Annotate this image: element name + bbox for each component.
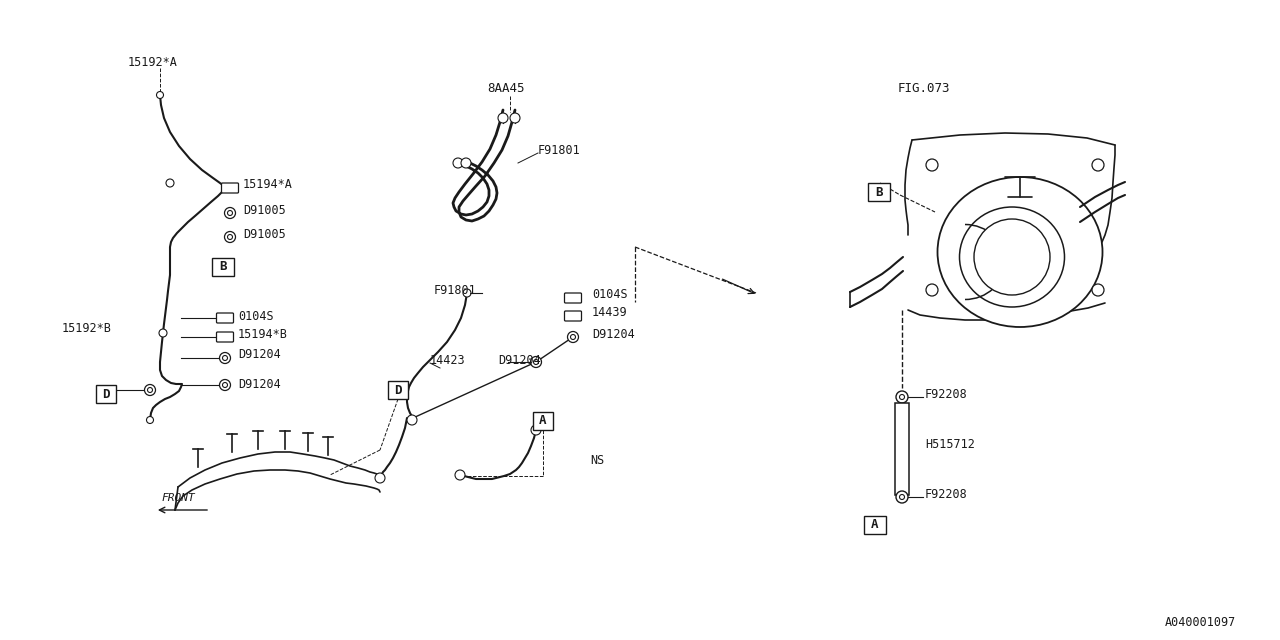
Text: NS: NS: [590, 454, 604, 467]
Circle shape: [159, 329, 166, 337]
Text: H515712: H515712: [925, 438, 975, 451]
Text: 0104S: 0104S: [238, 310, 274, 323]
Text: F91801: F91801: [434, 284, 476, 296]
Circle shape: [461, 158, 471, 168]
FancyBboxPatch shape: [216, 313, 233, 323]
Circle shape: [896, 391, 908, 403]
Circle shape: [530, 356, 541, 367]
FancyBboxPatch shape: [564, 311, 581, 321]
Text: D91204: D91204: [238, 349, 280, 362]
Bar: [895, 403, 909, 495]
Ellipse shape: [960, 207, 1065, 307]
Circle shape: [1092, 159, 1103, 171]
Circle shape: [567, 332, 579, 342]
Text: D: D: [102, 387, 110, 401]
Text: D91005: D91005: [243, 227, 285, 241]
Text: B: B: [219, 260, 227, 273]
Text: 15192*B: 15192*B: [61, 321, 111, 335]
Circle shape: [498, 113, 508, 123]
Text: D: D: [394, 383, 402, 397]
Circle shape: [375, 473, 385, 483]
Circle shape: [534, 360, 539, 365]
Text: 15194*B: 15194*B: [238, 328, 288, 342]
Circle shape: [900, 495, 905, 499]
Bar: [96, 385, 116, 403]
Bar: [864, 516, 886, 534]
Bar: [388, 381, 408, 399]
Circle shape: [1092, 284, 1103, 296]
Circle shape: [463, 289, 471, 297]
Circle shape: [453, 158, 463, 168]
Text: 8AA45: 8AA45: [486, 83, 525, 95]
Text: F92208: F92208: [925, 387, 968, 401]
Circle shape: [407, 415, 417, 425]
Text: F92208: F92208: [925, 488, 968, 500]
Circle shape: [974, 219, 1050, 295]
Text: D91005: D91005: [243, 204, 285, 216]
Text: FRONT: FRONT: [163, 493, 196, 503]
Circle shape: [531, 425, 541, 435]
Circle shape: [147, 387, 152, 392]
Text: A: A: [539, 415, 547, 428]
FancyBboxPatch shape: [564, 293, 581, 303]
Text: 14439: 14439: [591, 307, 627, 319]
Text: D91204: D91204: [591, 328, 635, 340]
Text: 14423: 14423: [430, 353, 466, 367]
Circle shape: [219, 380, 230, 390]
Circle shape: [509, 113, 520, 123]
Circle shape: [145, 385, 155, 396]
Text: 15194*A: 15194*A: [243, 179, 293, 191]
Circle shape: [454, 470, 465, 480]
Bar: [532, 412, 553, 430]
Text: F91801: F91801: [538, 143, 581, 157]
Text: 0104S: 0104S: [591, 289, 627, 301]
Circle shape: [228, 234, 233, 239]
Circle shape: [146, 417, 154, 424]
Text: FIG.073: FIG.073: [899, 81, 951, 95]
Circle shape: [219, 353, 230, 364]
Circle shape: [224, 207, 236, 218]
Bar: [212, 258, 234, 276]
Circle shape: [223, 355, 228, 360]
Text: A: A: [872, 518, 879, 531]
Ellipse shape: [937, 177, 1102, 327]
Bar: [868, 183, 890, 201]
Text: B: B: [876, 186, 883, 198]
Circle shape: [925, 159, 938, 171]
Circle shape: [223, 383, 228, 387]
Text: 15192*A: 15192*A: [128, 56, 178, 68]
FancyBboxPatch shape: [221, 183, 238, 193]
Circle shape: [228, 211, 233, 216]
Circle shape: [896, 491, 908, 503]
Circle shape: [925, 284, 938, 296]
Circle shape: [571, 335, 576, 339]
Circle shape: [900, 394, 905, 399]
Circle shape: [1004, 249, 1020, 265]
Text: D91204: D91204: [238, 378, 280, 392]
Circle shape: [156, 92, 164, 99]
Text: A040001097: A040001097: [1165, 616, 1236, 628]
Circle shape: [166, 179, 174, 187]
FancyBboxPatch shape: [216, 332, 233, 342]
Circle shape: [224, 232, 236, 243]
Text: D91204: D91204: [498, 353, 540, 367]
